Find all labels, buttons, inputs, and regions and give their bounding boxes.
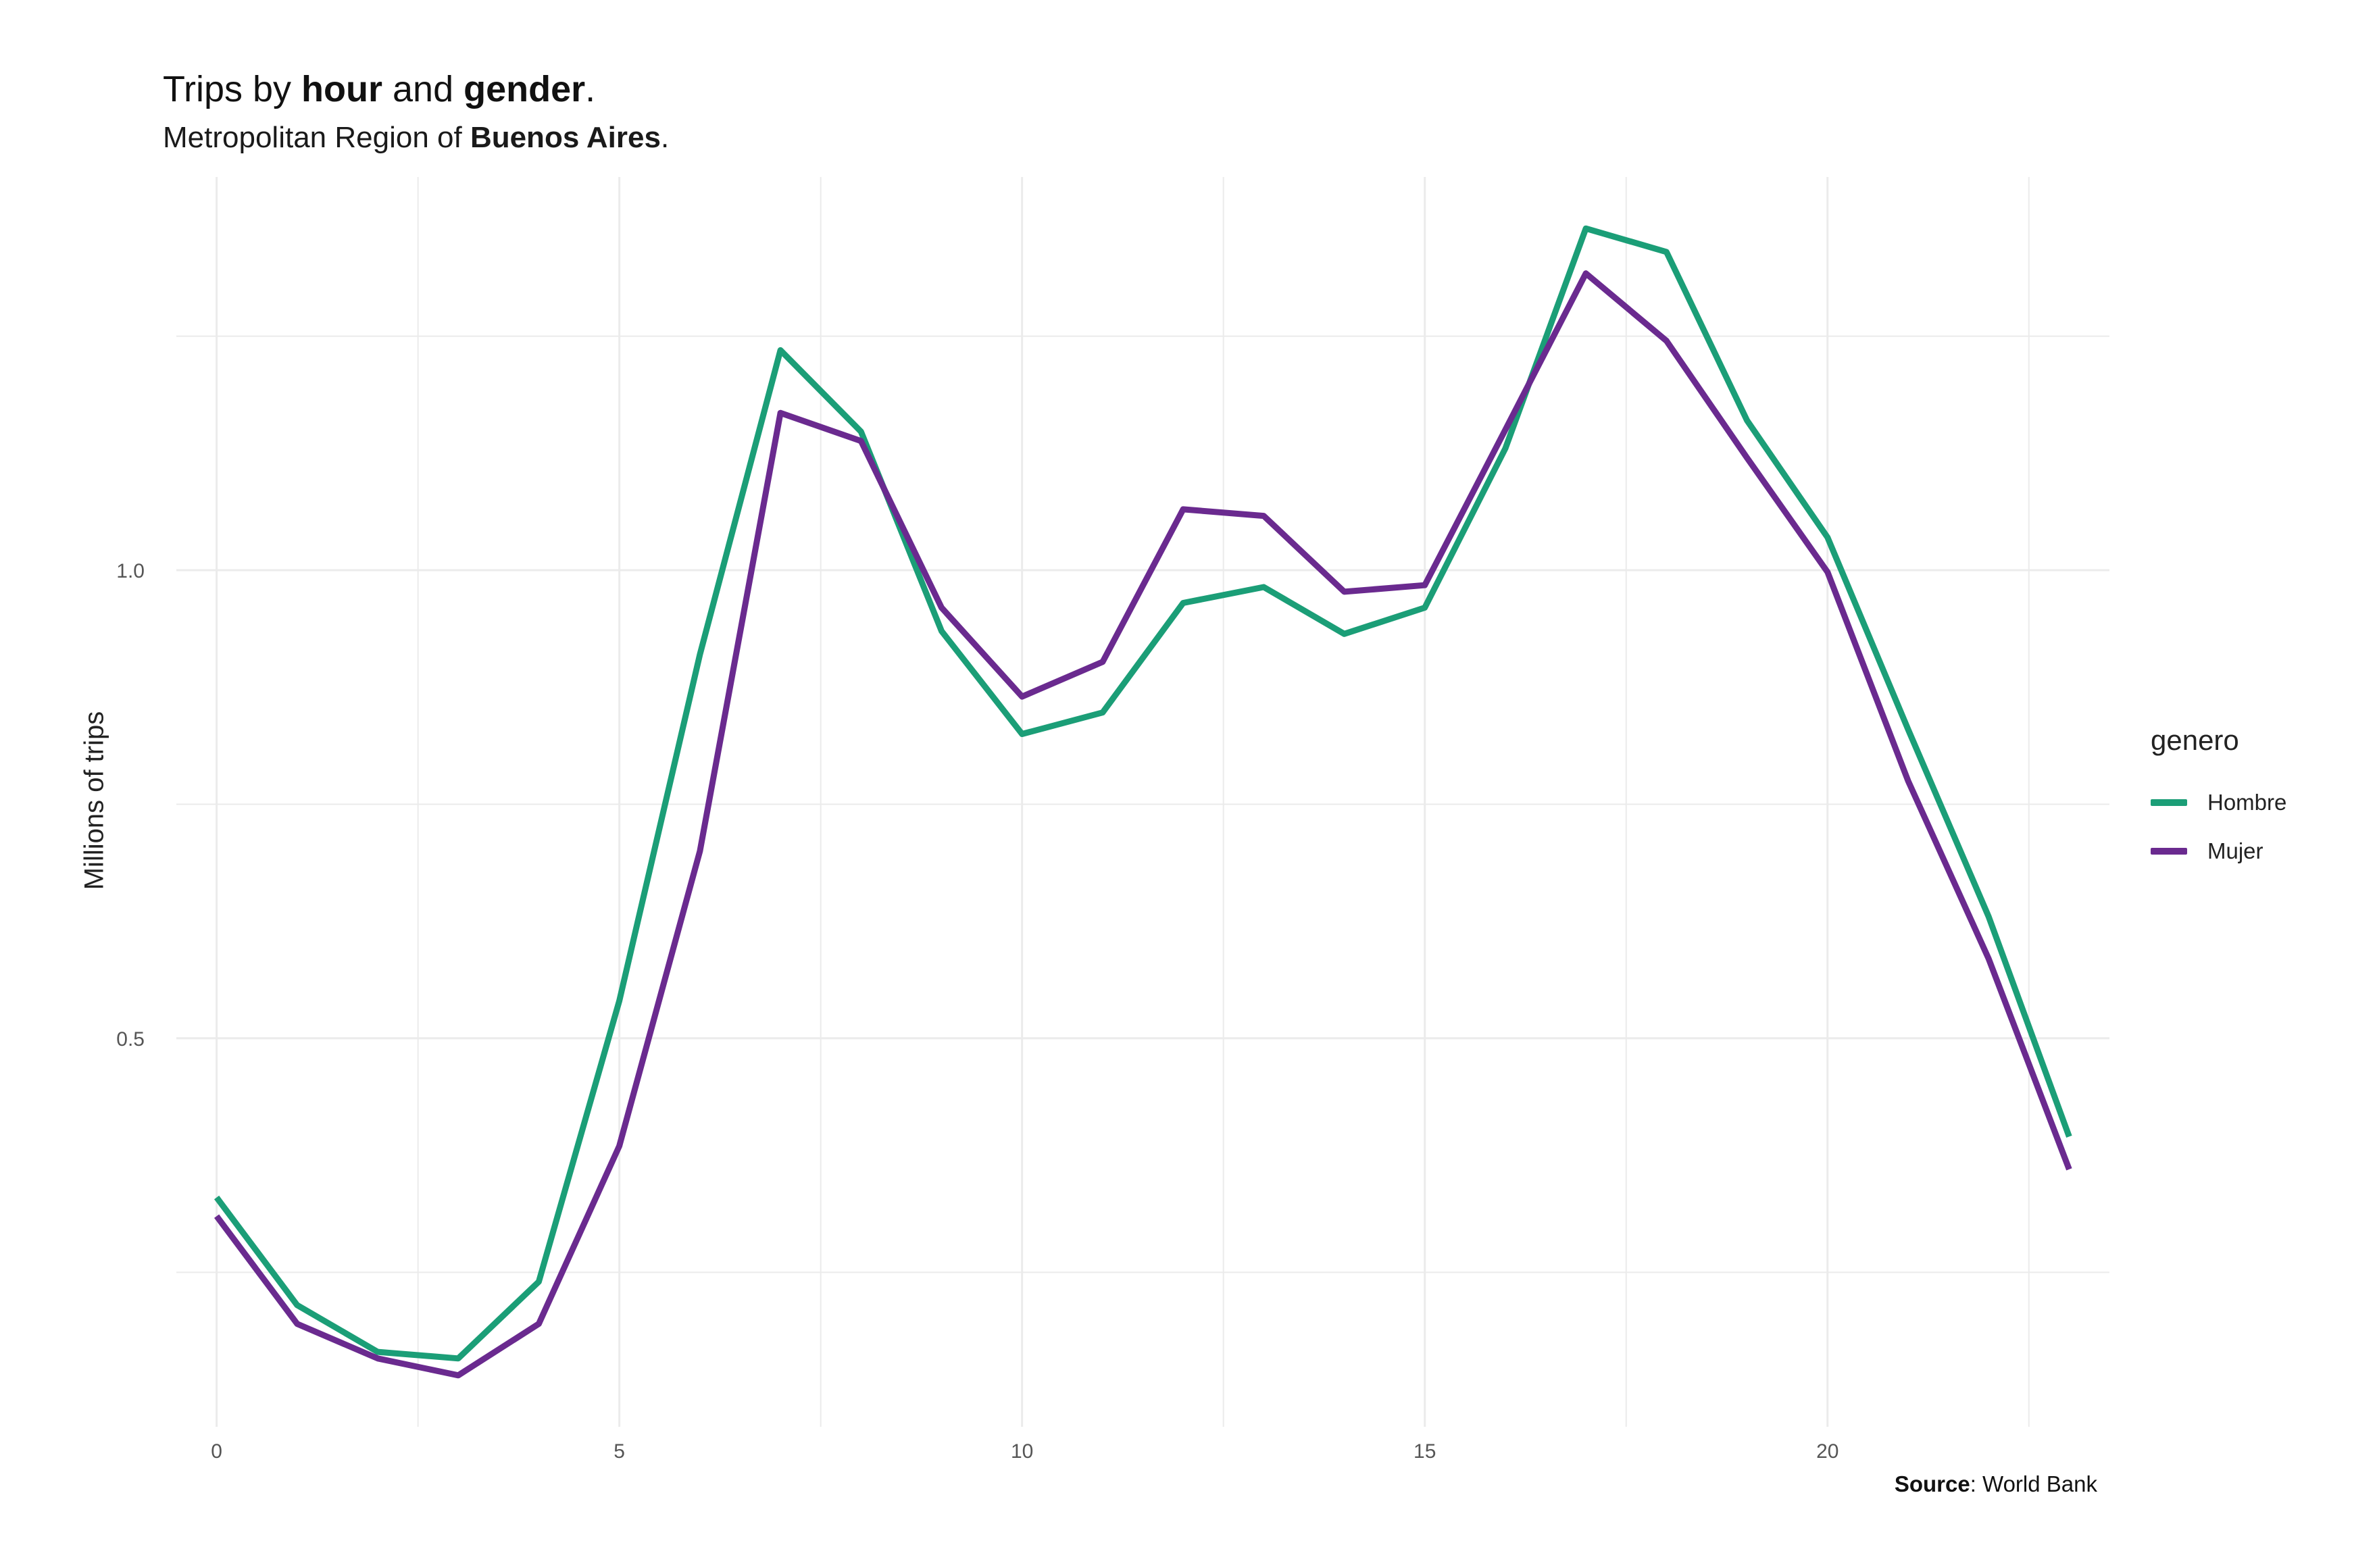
legend-item-hombre: Hombre xyxy=(2151,778,2286,827)
legend-key-mujer xyxy=(2151,848,2187,855)
x-tick-label: 0 xyxy=(211,1440,222,1463)
legend-label-hombre: Hombre xyxy=(2207,790,2287,815)
legend-key-hombre xyxy=(2151,799,2187,806)
chart-series xyxy=(214,225,2072,1379)
series-line-mujer xyxy=(214,270,2072,1379)
legend-label-mujer: Mujer xyxy=(2207,838,2263,863)
x-tick-label: 5 xyxy=(614,1440,625,1463)
chart-tick-labels: 0 5 10 15 20 0.5 1.0 xyxy=(116,560,1838,1463)
legend: genero Hombre Mujer xyxy=(2151,724,2286,876)
chart-grid xyxy=(176,177,2109,1427)
chart-title: Trips by hour and gender. xyxy=(163,69,596,109)
legend-title: genero xyxy=(2151,724,2239,756)
x-tick-label: 15 xyxy=(1413,1440,1436,1463)
y-axis-label: Millions of trips xyxy=(79,711,109,890)
source-caption: Source: World Bank xyxy=(1894,1471,2097,1496)
y-tick-label: 1.0 xyxy=(116,560,145,582)
y-tick-label: 0.5 xyxy=(116,1028,145,1051)
x-tick-label: 10 xyxy=(1011,1440,1033,1463)
legend-item-mujer: Mujer xyxy=(2151,827,2286,876)
chart-subtitle: Metropolitan Region of Buenos Aires. xyxy=(163,121,670,154)
x-tick-label: 20 xyxy=(1816,1440,1838,1463)
series-line-hombre xyxy=(214,225,2072,1362)
